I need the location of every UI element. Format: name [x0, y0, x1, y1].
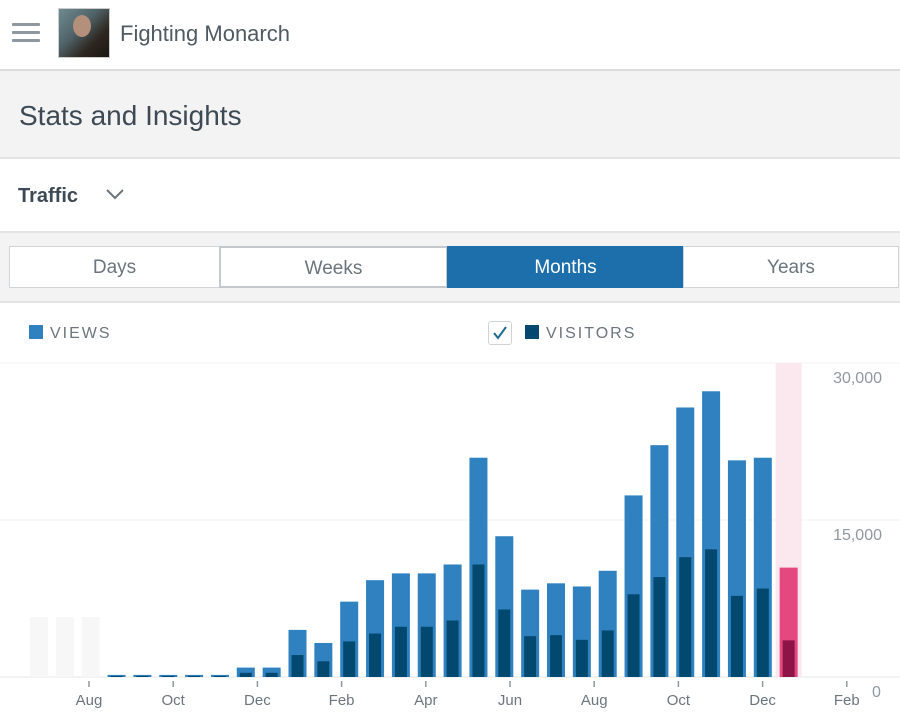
visitors-bar[interactable] — [343, 641, 356, 677]
x-tick-label: Aug — [581, 692, 608, 709]
y-tick-label: 0 — [872, 684, 881, 701]
top-bar: Fighting Monarch — [0, 0, 900, 71]
views-swatch — [29, 325, 43, 339]
page-title: Stats and Insights — [19, 100, 242, 131]
visitors-bar[interactable] — [213, 675, 226, 677]
visitors-bar[interactable] — [730, 595, 743, 677]
x-tick-label: Oct — [667, 692, 691, 709]
traffic-dropdown[interactable]: Traffic — [0, 159, 900, 233]
x-tick-label: Feb — [834, 692, 860, 709]
visitors-bar[interactable] — [420, 626, 433, 677]
visitors-label: VISITORS — [546, 325, 637, 342]
site-name[interactable]: Fighting Monarch — [120, 21, 290, 46]
period-selector: Days Weeks Months Years — [0, 233, 900, 303]
x-tick-label: Dec — [244, 692, 271, 709]
site-avatar[interactable] — [58, 8, 110, 58]
visitors-bar[interactable] — [705, 549, 718, 677]
visitors-bar[interactable] — [601, 630, 614, 677]
visitors-bar[interactable] — [188, 675, 201, 677]
views-bar[interactable] — [236, 667, 255, 677]
visitors-bar[interactable] — [369, 633, 382, 677]
hamburger-icon[interactable] — [12, 23, 40, 43]
placeholder-bar — [55, 617, 74, 677]
x-tick-label: Oct — [162, 692, 186, 709]
traffic-label: Traffic — [18, 185, 79, 207]
placeholder-bar — [30, 617, 48, 677]
visitors-bar[interactable] — [265, 672, 278, 677]
tab-months[interactable]: Months — [447, 246, 684, 288]
tab-years[interactable]: Years — [683, 246, 899, 288]
views-label: VIEWS — [50, 325, 112, 342]
visitors-bar[interactable] — [550, 635, 562, 677]
placeholder-bar — [81, 617, 100, 677]
legend-visitors: VISITORS — [525, 325, 636, 343]
x-tick-label: Dec — [749, 692, 776, 709]
visitors-bar[interactable] — [291, 655, 304, 677]
visitors-swatch — [525, 325, 539, 339]
x-tick-label: Apr — [414, 692, 437, 709]
visitors-bar[interactable] — [575, 639, 588, 677]
chevron-down-icon — [106, 189, 124, 200]
visitors-bar[interactable] — [782, 640, 795, 677]
visitors-bar[interactable] — [472, 564, 485, 677]
visitors-bar[interactable] — [756, 588, 769, 677]
visitors-checkbox[interactable] — [488, 321, 512, 345]
visitors-bar[interactable] — [110, 675, 123, 677]
visitors-bar[interactable] — [136, 675, 149, 677]
visitors-bar[interactable] — [239, 672, 252, 677]
visitors-bar[interactable] — [679, 557, 692, 677]
visitors-bar[interactable] — [162, 675, 175, 677]
y-tick-label: 15,000 — [833, 527, 882, 544]
y-tick-label: 30,000 — [833, 370, 882, 387]
legend-views: VIEWS — [29, 325, 112, 343]
checkmark-icon — [493, 326, 507, 340]
visitors-bar[interactable] — [394, 626, 407, 677]
visitors-bar[interactable] — [317, 661, 330, 677]
visitors-bar[interactable] — [498, 609, 511, 677]
visitors-bar[interactable] — [653, 577, 666, 677]
visitors-bar[interactable] — [524, 636, 537, 677]
title-bar: Stats and Insights — [0, 71, 900, 159]
x-tick-label: Feb — [329, 692, 355, 709]
x-tick-label: Aug — [76, 692, 103, 709]
visitors-bar[interactable] — [627, 594, 640, 677]
x-tick-label: Jun — [498, 692, 522, 709]
views-bar[interactable] — [262, 667, 281, 677]
visitors-bar[interactable] — [446, 620, 459, 677]
tab-weeks[interactable]: Weeks — [219, 246, 448, 288]
tab-days[interactable]: Days — [9, 246, 220, 288]
